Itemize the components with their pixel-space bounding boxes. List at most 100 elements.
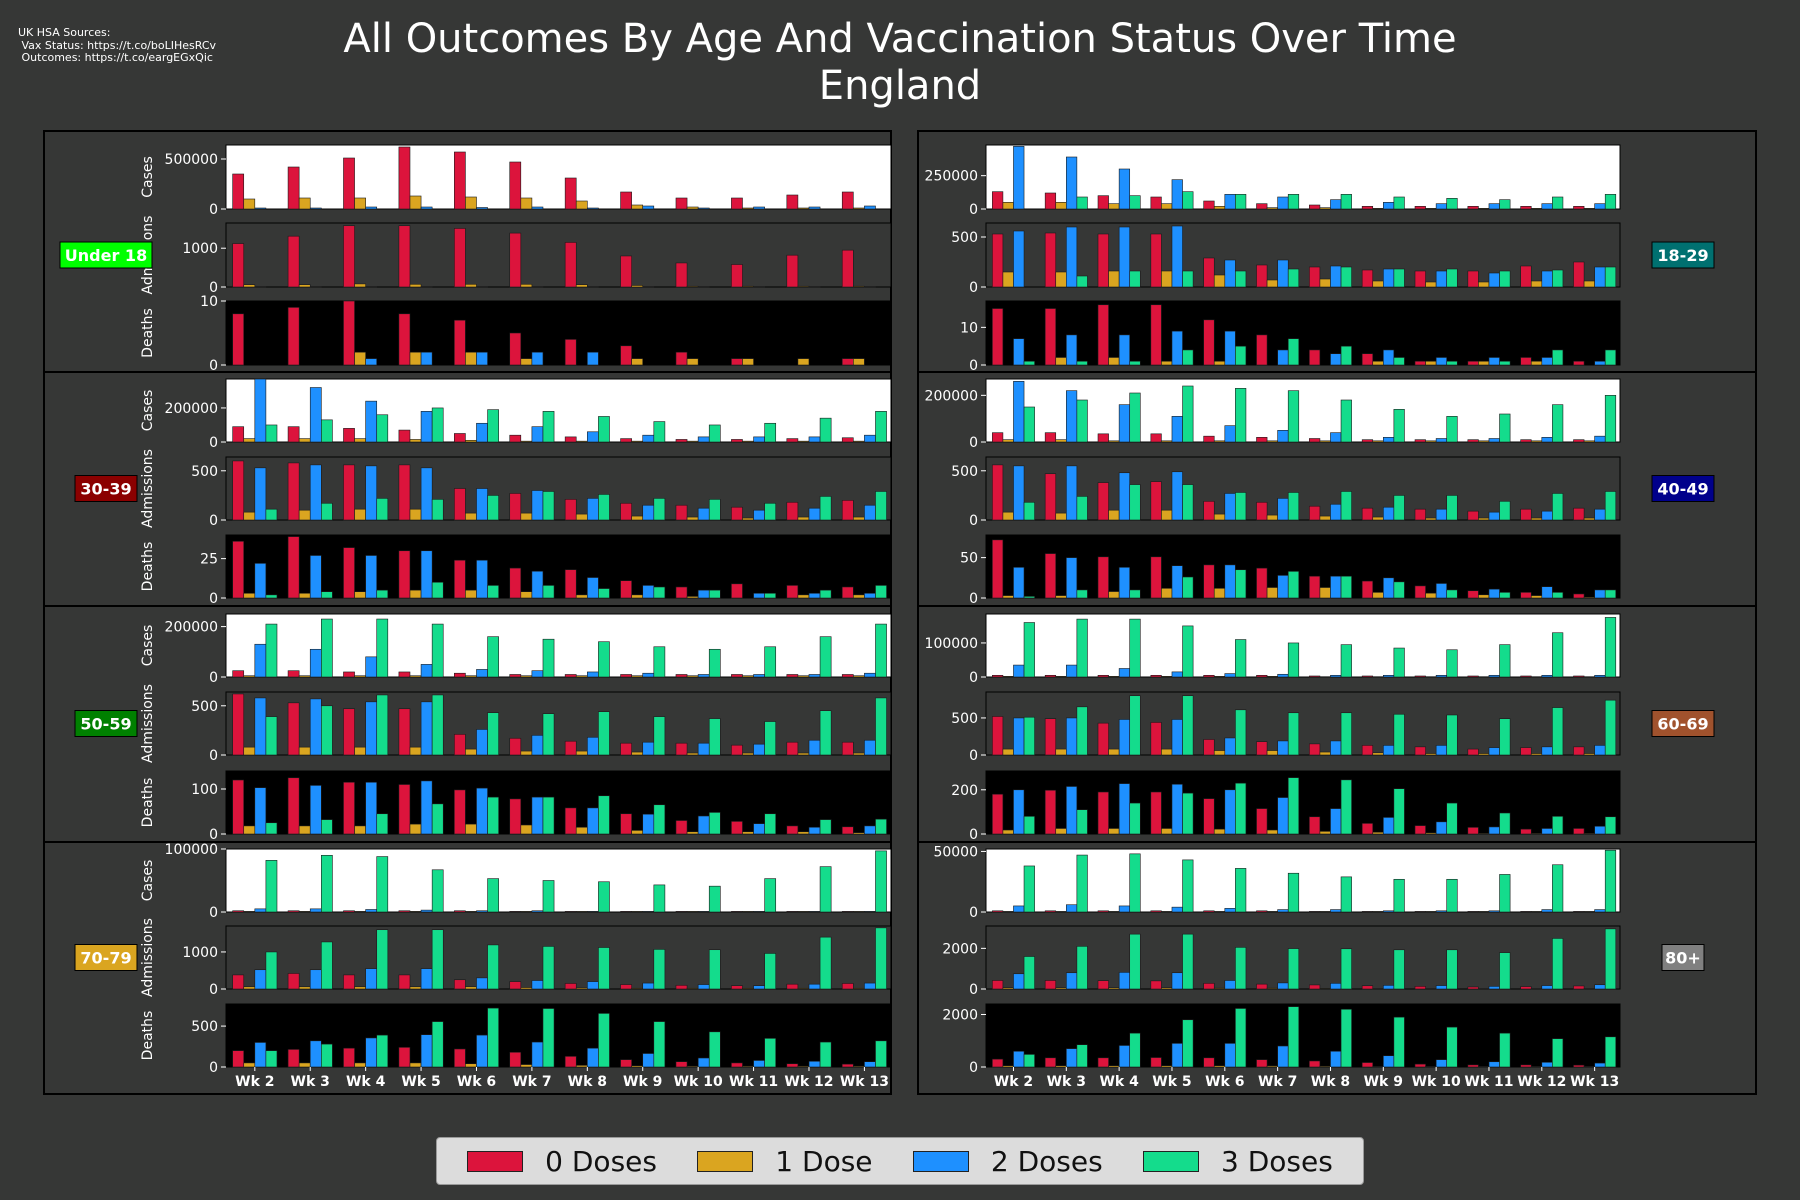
y-axis-label: Admissions — [140, 684, 156, 763]
bar — [1520, 911, 1532, 913]
x-tick-label: Wk 12 — [784, 1074, 833, 1090]
bar — [708, 424, 721, 443]
bar — [1224, 564, 1236, 599]
bar — [254, 643, 267, 678]
bar — [620, 255, 632, 288]
bar — [1013, 230, 1025, 288]
bar — [365, 1037, 378, 1068]
axes-cases — [985, 144, 1621, 210]
bar — [1552, 864, 1564, 913]
bar — [1530, 1066, 1543, 1068]
bar — [1604, 928, 1617, 990]
bar — [1340, 779, 1352, 835]
bar — [1361, 507, 1374, 521]
bar — [431, 869, 444, 913]
bar — [1108, 987, 1120, 990]
bar — [1182, 933, 1194, 990]
bar — [575, 200, 588, 210]
bar — [587, 736, 599, 756]
bar — [1583, 280, 1595, 288]
bar — [1013, 381, 1025, 443]
bar — [1583, 753, 1595, 756]
y-axis-label: Admissions — [140, 449, 156, 528]
bar — [575, 750, 588, 756]
bar — [808, 1060, 821, 1068]
bar — [1446, 714, 1458, 756]
bar — [1319, 207, 1331, 210]
bar — [1066, 156, 1078, 210]
y-tick-label: 0 — [969, 435, 978, 451]
bar — [708, 1031, 721, 1068]
bar — [1002, 202, 1014, 210]
bar — [1435, 203, 1448, 210]
bar — [1097, 791, 1109, 835]
bar — [875, 411, 887, 443]
bar — [841, 586, 854, 599]
bar — [254, 467, 267, 521]
bar — [1552, 707, 1564, 756]
bar — [819, 866, 832, 913]
bar — [1150, 481, 1162, 521]
bar — [398, 910, 411, 913]
x-tick-label: Wk 9 — [1364, 1074, 1403, 1090]
bar — [620, 438, 632, 443]
bar — [1467, 270, 1479, 288]
bar — [509, 737, 522, 756]
bar — [764, 721, 777, 756]
axes-deaths — [225, 1003, 892, 1068]
bar — [1446, 416, 1458, 443]
bar — [465, 823, 477, 835]
bar — [564, 807, 577, 835]
bar — [753, 823, 765, 835]
bar — [232, 460, 245, 521]
bar — [697, 436, 710, 443]
bar — [354, 746, 366, 756]
bar — [1002, 595, 1014, 599]
bar — [398, 225, 411, 288]
bar — [1435, 583, 1448, 599]
bar — [675, 439, 688, 443]
bar — [298, 675, 311, 678]
bar — [354, 438, 366, 443]
bar — [1066, 904, 1078, 913]
bar — [620, 502, 632, 521]
bar — [398, 429, 411, 443]
bar — [1171, 972, 1183, 990]
bar — [686, 596, 699, 599]
bar — [1530, 280, 1543, 288]
bar — [631, 987, 644, 990]
bar — [853, 358, 865, 366]
bar — [1541, 828, 1553, 835]
bar — [642, 434, 655, 443]
bar — [1467, 748, 1479, 756]
bar — [354, 825, 366, 835]
bar — [1309, 438, 1321, 443]
bar — [1488, 910, 1500, 913]
bar — [1002, 676, 1014, 678]
y-tick-label: 250000 — [925, 169, 978, 185]
bar — [841, 983, 854, 990]
bar — [1224, 789, 1236, 835]
bar — [1203, 564, 1215, 599]
bar — [1488, 511, 1500, 521]
bar — [520, 911, 533, 913]
bar — [675, 197, 688, 210]
age-badge — [74, 475, 138, 502]
axes-deaths — [225, 300, 892, 366]
bar — [1583, 833, 1595, 835]
bar — [1383, 268, 1395, 288]
bar — [1023, 956, 1035, 990]
bar — [465, 986, 477, 990]
bar — [753, 436, 765, 443]
bar — [1478, 594, 1490, 599]
bar — [343, 428, 355, 443]
bar — [476, 559, 488, 599]
bar — [1044, 232, 1057, 288]
bar — [287, 910, 300, 913]
bar — [309, 785, 322, 835]
bar — [542, 638, 555, 678]
bar — [354, 197, 366, 210]
bar — [343, 910, 355, 913]
bar — [531, 570, 544, 599]
bar — [819, 636, 832, 678]
